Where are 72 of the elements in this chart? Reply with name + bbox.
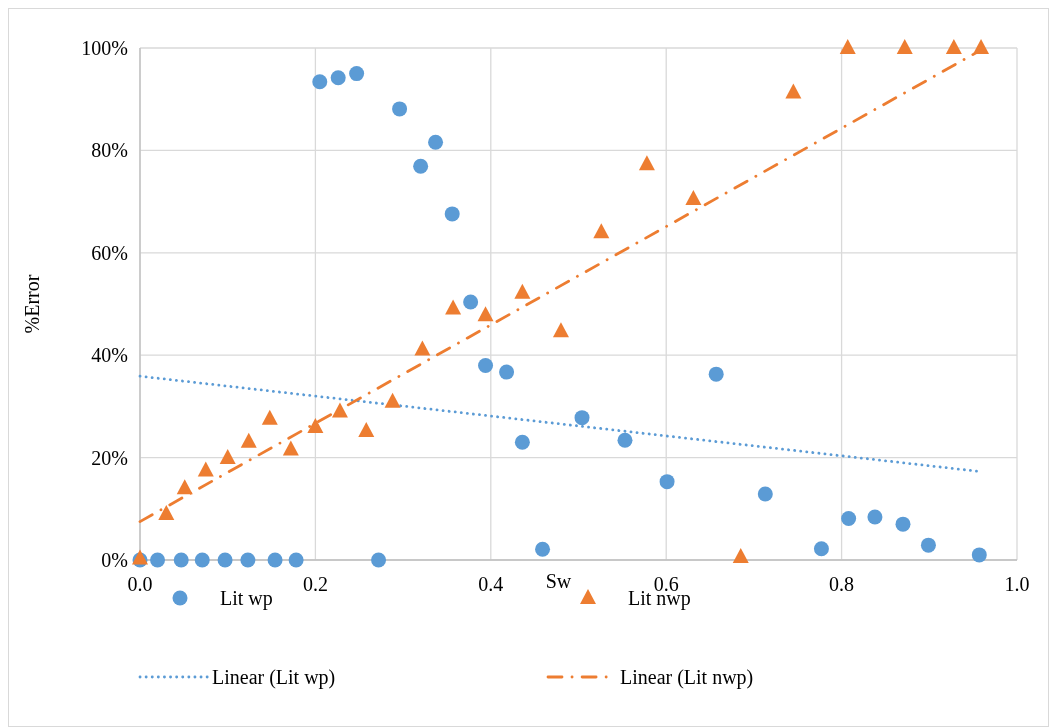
point — [414, 340, 431, 356]
point — [150, 552, 166, 568]
point — [217, 552, 233, 568]
point — [708, 366, 724, 382]
x-axis-title: Sw — [545, 570, 572, 592]
x-tick-label: 0.0 — [127, 573, 153, 595]
point — [413, 158, 429, 174]
y-tick-label: 80% — [91, 139, 128, 162]
point — [349, 66, 365, 82]
point — [371, 552, 387, 568]
point — [176, 479, 193, 495]
point — [428, 134, 444, 150]
point — [945, 39, 962, 54]
point — [552, 322, 569, 338]
point — [261, 409, 278, 425]
point — [867, 509, 883, 525]
y-tick-label: 60% — [91, 241, 128, 264]
point — [593, 223, 610, 239]
x-tick-label: 0.2 — [302, 573, 328, 595]
point — [307, 417, 324, 433]
y-tick-label: 40% — [91, 344, 128, 367]
point — [839, 39, 856, 54]
legend-label: Linear (Lit nwp) — [620, 666, 754, 689]
point — [617, 432, 633, 448]
y-axis-title: %Error — [21, 274, 43, 334]
point — [841, 511, 857, 527]
point — [267, 552, 283, 568]
point — [219, 449, 236, 465]
point — [971, 547, 987, 563]
point — [477, 306, 494, 322]
legend-label: Lit wp — [220, 587, 273, 610]
y-tick-label: 0% — [101, 549, 128, 571]
point — [478, 357, 494, 373]
point — [282, 440, 299, 456]
point — [312, 74, 328, 90]
point — [895, 516, 911, 532]
point — [288, 552, 304, 568]
point — [158, 504, 175, 520]
point — [574, 410, 590, 426]
point — [330, 70, 346, 86]
point — [358, 421, 375, 437]
point — [392, 101, 408, 117]
point — [514, 434, 530, 450]
point — [785, 83, 802, 99]
point — [331, 402, 348, 418]
legend-label: Linear (Lit wp) — [212, 666, 336, 689]
point — [659, 474, 675, 490]
point — [240, 432, 257, 448]
point — [685, 190, 702, 206]
point — [240, 552, 256, 568]
point — [384, 392, 401, 408]
point — [535, 541, 551, 557]
point — [444, 206, 460, 222]
point — [463, 294, 479, 310]
point — [813, 541, 829, 557]
point — [732, 547, 749, 563]
point — [973, 39, 990, 54]
x-tick-label: 0.4 — [478, 573, 504, 595]
point — [638, 155, 655, 171]
point — [896, 39, 913, 54]
point — [920, 537, 936, 553]
point — [194, 552, 210, 568]
point — [445, 299, 462, 315]
point — [757, 486, 773, 502]
point — [173, 552, 189, 568]
y-tick-label: 100% — [81, 37, 128, 59]
point — [499, 364, 515, 380]
x-tick-label: 1.0 — [1004, 573, 1030, 595]
point — [514, 283, 531, 299]
x-tick-label: 0.8 — [829, 573, 855, 595]
point — [197, 461, 214, 477]
y-tick-label: 20% — [91, 446, 128, 469]
